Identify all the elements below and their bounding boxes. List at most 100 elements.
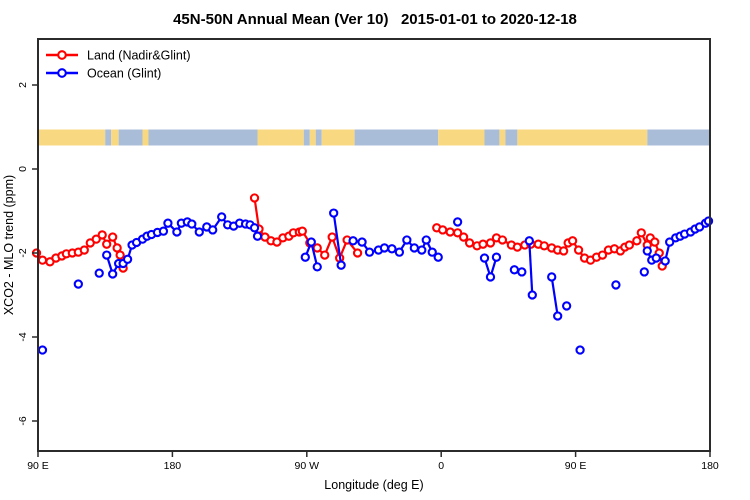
data-point bbox=[336, 260, 346, 270]
data-point bbox=[379, 243, 390, 253]
data-point bbox=[122, 254, 133, 264]
data-point bbox=[297, 226, 307, 236]
data-point bbox=[73, 279, 83, 289]
data-point bbox=[320, 250, 330, 260]
map-strip bbox=[38, 129, 710, 146]
data-point bbox=[158, 226, 169, 236]
y-axis: 2 0 -2 -4 -6 bbox=[17, 82, 38, 426]
data-point bbox=[438, 225, 448, 235]
data-point bbox=[512, 242, 523, 252]
map-ocean-segment bbox=[118, 129, 143, 146]
data-point bbox=[357, 237, 367, 247]
data-point bbox=[187, 219, 197, 229]
data-point bbox=[249, 223, 260, 233]
chart-title: 45N-50N Annual Mean (Ver 10) 2015-01-01 … bbox=[173, 11, 577, 28]
data-point bbox=[102, 239, 112, 249]
data-point bbox=[94, 268, 104, 278]
data-point bbox=[327, 232, 337, 242]
data-point bbox=[306, 237, 316, 247]
x-tick-label: 90 W bbox=[295, 460, 320, 472]
map-ocean-segment bbox=[505, 129, 518, 146]
data-point bbox=[639, 267, 649, 277]
data-point bbox=[561, 301, 572, 311]
legend-marker bbox=[57, 50, 67, 60]
data-point bbox=[37, 345, 48, 355]
data-point bbox=[364, 247, 375, 257]
data-point bbox=[632, 236, 642, 246]
x-tick-label: 90 E bbox=[27, 460, 49, 472]
data-point bbox=[312, 262, 322, 272]
data-point bbox=[108, 269, 118, 279]
data-point bbox=[517, 267, 527, 277]
map-ocean-segment bbox=[354, 129, 439, 146]
land-series bbox=[31, 193, 667, 273]
series-line bbox=[550, 276, 559, 317]
map-land-segment bbox=[142, 129, 149, 146]
data-point bbox=[703, 216, 714, 226]
map-land-segment bbox=[111, 129, 119, 146]
x-axis: 90 E 180 90 W 0 90 E 180 bbox=[27, 451, 719, 472]
map-land-segment bbox=[321, 129, 355, 146]
data-point bbox=[636, 228, 646, 238]
x-tick-label: 180 bbox=[701, 460, 719, 472]
y-axis-label: XCO2 - MLO trend (ppm) bbox=[2, 175, 16, 315]
data-point bbox=[547, 272, 557, 282]
data-point bbox=[115, 250, 125, 260]
ocean-series bbox=[37, 208, 714, 355]
data-point bbox=[485, 272, 496, 282]
data-point bbox=[452, 217, 463, 227]
data-series-layer bbox=[31, 193, 714, 355]
data-point bbox=[37, 255, 48, 265]
data-point bbox=[427, 247, 437, 257]
series-line bbox=[528, 240, 534, 296]
map-ocean-segment bbox=[148, 129, 258, 146]
data-point bbox=[433, 252, 443, 262]
data-point bbox=[329, 208, 339, 218]
data-point bbox=[573, 245, 584, 255]
y-tick-label: 0 bbox=[17, 166, 29, 172]
data-point bbox=[272, 237, 282, 247]
data-point bbox=[509, 265, 520, 275]
data-point bbox=[387, 244, 397, 254]
data-point bbox=[624, 240, 635, 250]
data-point bbox=[660, 256, 670, 266]
map-ocean-segment bbox=[315, 129, 322, 146]
data-point bbox=[524, 236, 534, 246]
map-land-segment bbox=[499, 129, 506, 146]
plot-border bbox=[37, 38, 711, 452]
data-point bbox=[597, 250, 608, 260]
data-point bbox=[452, 228, 463, 238]
data-point bbox=[575, 345, 585, 355]
data-point bbox=[163, 218, 173, 228]
data-point bbox=[300, 252, 310, 262]
x-tick-label: 90 E bbox=[565, 460, 587, 472]
map-land-segment bbox=[309, 129, 316, 146]
data-point bbox=[553, 311, 563, 321]
data-point bbox=[348, 236, 358, 246]
data-point bbox=[91, 234, 101, 244]
x-tick-label: 180 bbox=[164, 460, 182, 472]
map-ocean-segment bbox=[303, 129, 310, 146]
data-point bbox=[611, 280, 621, 290]
series-line bbox=[332, 212, 343, 266]
data-point bbox=[312, 243, 322, 253]
data-point bbox=[102, 250, 112, 260]
data-point bbox=[650, 237, 660, 247]
data-point bbox=[194, 227, 204, 237]
data-point bbox=[559, 246, 569, 256]
x-tick-label: 0 bbox=[438, 460, 444, 472]
map-ocean-segment bbox=[647, 129, 710, 146]
y-tick-label: 2 bbox=[17, 82, 29, 88]
map-ocean-segment bbox=[105, 129, 112, 146]
data-point bbox=[172, 227, 182, 237]
data-point bbox=[478, 239, 488, 249]
data-point bbox=[651, 253, 661, 263]
data-point bbox=[485, 238, 496, 248]
data-point bbox=[402, 235, 412, 245]
data-point bbox=[249, 193, 260, 203]
x-axis-label: Longitude (deg E) bbox=[324, 478, 423, 492]
legend-label: Land (Nadir&Glint) bbox=[87, 49, 191, 63]
data-point bbox=[394, 247, 405, 257]
